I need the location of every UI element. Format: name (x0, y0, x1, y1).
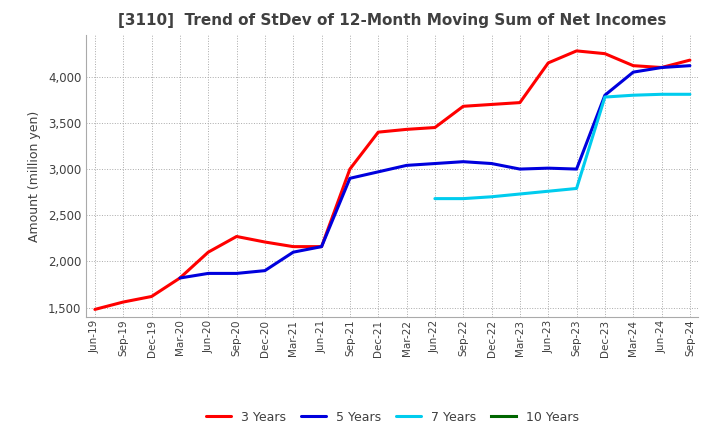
3 Years (459, 104, 467, 109)
5 Years (261, 268, 269, 273)
3 Years (657, 65, 666, 70)
5 Years (572, 166, 581, 172)
3 Years (516, 100, 524, 105)
7 Years (487, 194, 496, 199)
3 Years (572, 48, 581, 54)
3 Years (346, 166, 354, 172)
3 Years (487, 102, 496, 107)
3 Years (289, 244, 297, 249)
5 Years (600, 92, 609, 98)
7 Years (657, 92, 666, 97)
5 Years (516, 166, 524, 172)
Line: 3 Years: 3 Years (95, 51, 690, 309)
5 Years (629, 70, 637, 75)
3 Years (402, 127, 411, 132)
3 Years (431, 125, 439, 130)
5 Years (431, 161, 439, 166)
5 Years (289, 249, 297, 255)
3 Years (685, 58, 694, 63)
7 Years (544, 189, 552, 194)
3 Years (544, 60, 552, 66)
3 Years (148, 294, 156, 299)
5 Years (459, 159, 467, 164)
3 Years (119, 299, 127, 304)
5 Years (487, 161, 496, 166)
3 Years (374, 129, 382, 135)
Y-axis label: Amount (million yen): Amount (million yen) (28, 110, 41, 242)
3 Years (204, 249, 212, 255)
7 Years (685, 92, 694, 97)
5 Years (233, 271, 241, 276)
7 Years (572, 186, 581, 191)
5 Years (657, 65, 666, 70)
5 Years (346, 176, 354, 181)
3 Years (600, 51, 609, 56)
3 Years (261, 239, 269, 245)
Line: 5 Years: 5 Years (180, 66, 690, 278)
7 Years (600, 95, 609, 100)
3 Years (318, 244, 326, 249)
3 Years (629, 63, 637, 68)
5 Years (204, 271, 212, 276)
3 Years (176, 275, 184, 281)
3 Years (233, 234, 241, 239)
Title: [3110]  Trend of StDev of 12-Month Moving Sum of Net Incomes: [3110] Trend of StDev of 12-Month Moving… (118, 14, 667, 29)
7 Years (459, 196, 467, 201)
Line: 7 Years: 7 Years (435, 94, 690, 198)
7 Years (516, 191, 524, 197)
5 Years (685, 63, 694, 68)
7 Years (629, 92, 637, 98)
5 Years (318, 244, 326, 249)
3 Years (91, 307, 99, 312)
7 Years (431, 196, 439, 201)
5 Years (374, 169, 382, 175)
Legend: 3 Years, 5 Years, 7 Years, 10 Years: 3 Years, 5 Years, 7 Years, 10 Years (201, 406, 584, 429)
5 Years (402, 163, 411, 168)
5 Years (176, 275, 184, 281)
5 Years (544, 165, 552, 171)
